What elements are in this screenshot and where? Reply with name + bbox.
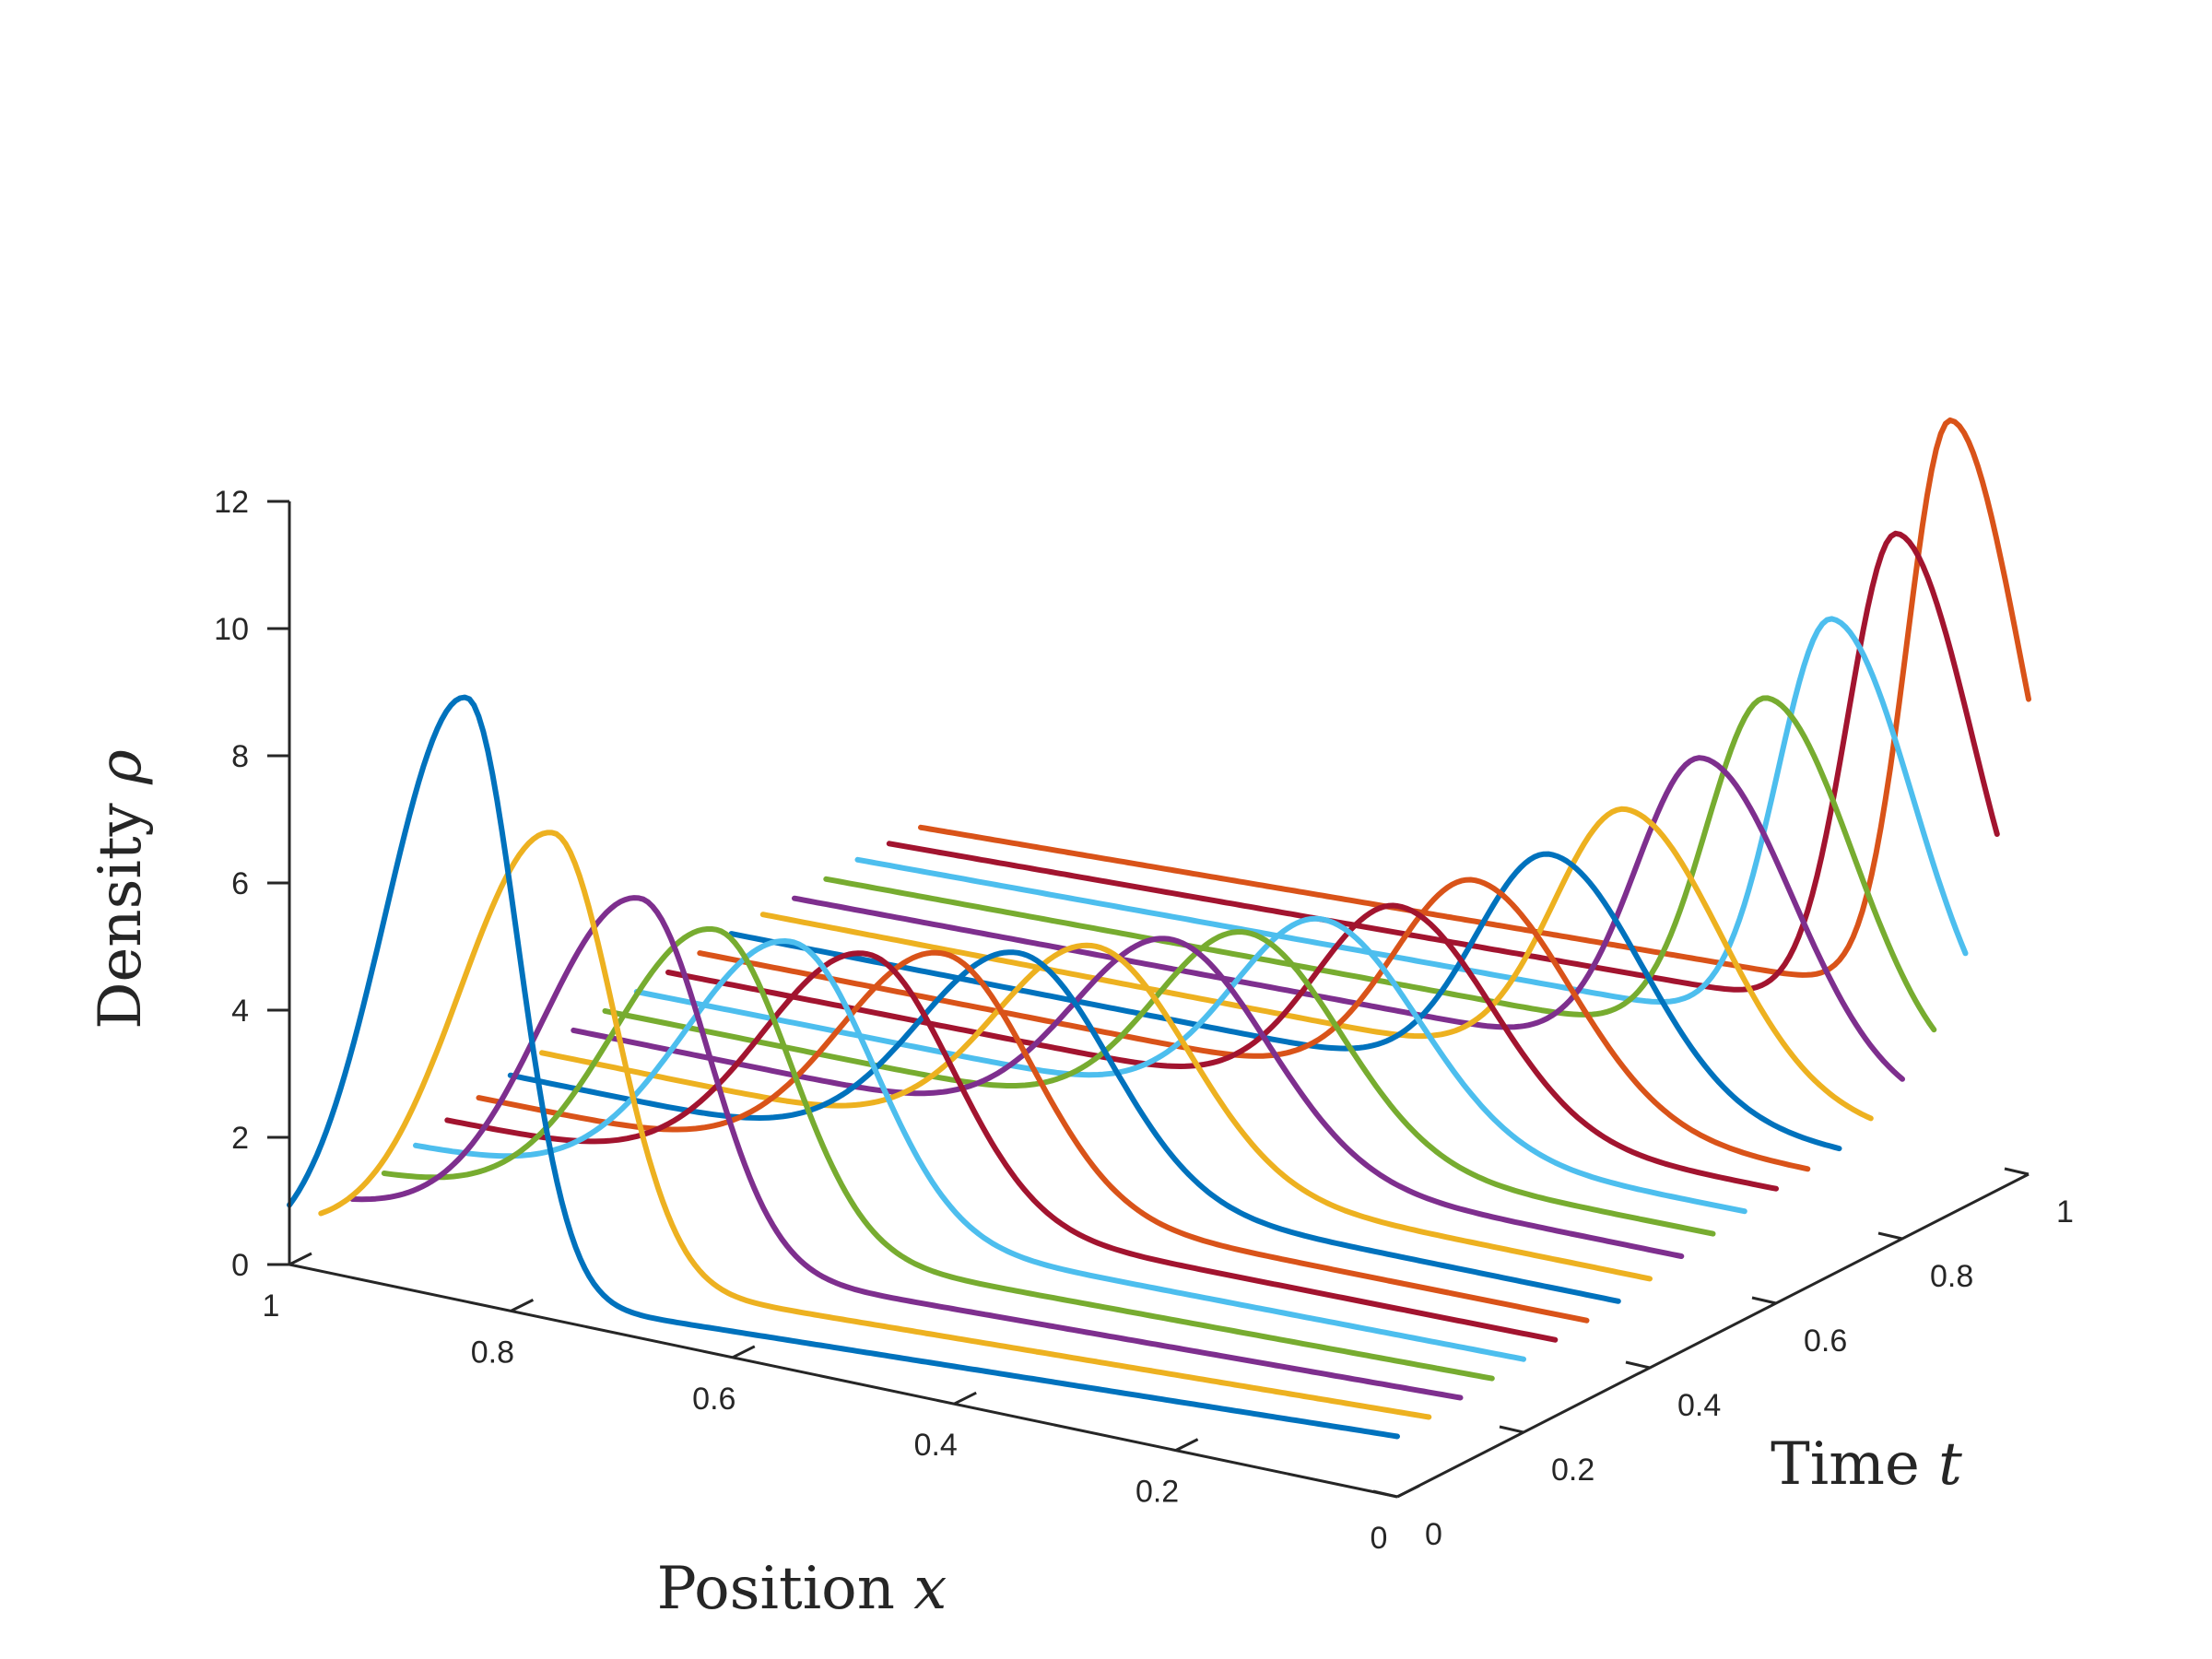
series-curve-14 bbox=[728, 851, 1842, 1152]
x-tick-label: 0.8 bbox=[471, 1335, 514, 1370]
x-tick-mark bbox=[732, 1345, 756, 1359]
series-curve-5 bbox=[444, 950, 1559, 1343]
t-tick-mark bbox=[1751, 1296, 1777, 1305]
z-tick-label: 4 bbox=[231, 994, 249, 1029]
x-tick-mark bbox=[1396, 1484, 1420, 1499]
series-curve-15 bbox=[759, 806, 1874, 1122]
z-tick-label: 2 bbox=[231, 1121, 249, 1156]
series-curve-1 bbox=[318, 830, 1432, 1420]
t-tick-mark bbox=[1877, 1231, 1903, 1241]
x-tick-label: 0.6 bbox=[692, 1382, 735, 1417]
t-axis-line bbox=[1396, 1172, 2030, 1499]
series-curve-0 bbox=[287, 694, 1400, 1440]
series-curve-13 bbox=[697, 877, 1811, 1172]
series-curve-8 bbox=[539, 942, 1653, 1282]
x-tick-mark bbox=[1174, 1438, 1199, 1452]
t-tick-label: 0.8 bbox=[1930, 1259, 1973, 1294]
series-curve-9 bbox=[571, 935, 1685, 1259]
x-tick-label: 0 bbox=[1371, 1521, 1388, 1556]
axes bbox=[267, 500, 2030, 1499]
t-tick-mark bbox=[2004, 1167, 2030, 1176]
x-tick-mark bbox=[953, 1391, 977, 1406]
x-tick-mark bbox=[288, 1252, 312, 1266]
x-tick-mark bbox=[510, 1299, 535, 1312]
t-axis-title: Time t bbox=[1771, 1430, 1962, 1499]
z-tick-label: 10 bbox=[214, 612, 249, 647]
z-axis-title: Density ρ bbox=[87, 749, 155, 1030]
z-tick-label: 8 bbox=[231, 739, 249, 774]
x-tick-label: 1 bbox=[263, 1288, 280, 1324]
series-curve-20 bbox=[918, 417, 2031, 978]
series-curve-11 bbox=[633, 915, 1747, 1215]
t-tick-mark bbox=[1372, 1489, 1398, 1499]
series-curve-10 bbox=[602, 929, 1716, 1237]
series-curve-3 bbox=[381, 926, 1495, 1382]
z-tick-label: 0 bbox=[231, 1248, 249, 1283]
t-tick-label: 0 bbox=[1425, 1517, 1442, 1552]
series-curve-4 bbox=[413, 938, 1526, 1362]
x-tick-label: 0.4 bbox=[914, 1428, 958, 1463]
t-tick-label: 0.2 bbox=[1551, 1453, 1594, 1488]
series-curves bbox=[287, 417, 2031, 1440]
series-curve-2 bbox=[349, 895, 1464, 1401]
t-tick-label: 0.6 bbox=[1804, 1324, 1847, 1359]
series-curve-17 bbox=[823, 695, 1937, 1033]
series-curve-7 bbox=[507, 949, 1621, 1304]
t-tick-label: 0.4 bbox=[1677, 1388, 1721, 1423]
x-tick-label: 0.2 bbox=[1135, 1475, 1179, 1510]
x-axis-title: Position x bbox=[657, 1555, 947, 1623]
t-tick-mark bbox=[1625, 1360, 1651, 1370]
x-axis-line bbox=[288, 1263, 1398, 1499]
z-tick-label: 6 bbox=[231, 866, 249, 901]
z-tick-label: 12 bbox=[214, 485, 249, 520]
series-curve-16 bbox=[792, 755, 1905, 1082]
series-curve-18 bbox=[854, 616, 1969, 1005]
t-tick-mark bbox=[1499, 1425, 1524, 1434]
t-tick-label: 1 bbox=[2056, 1194, 2074, 1230]
